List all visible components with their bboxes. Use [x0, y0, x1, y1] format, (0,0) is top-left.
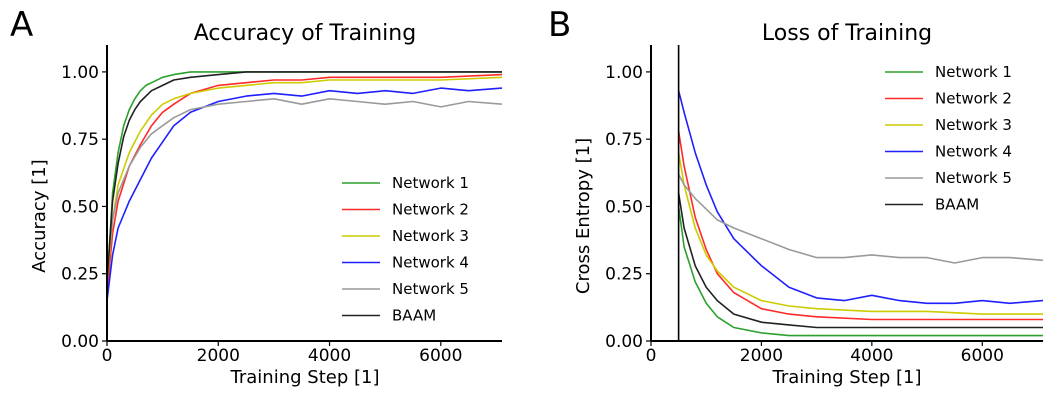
x-axis-label-loss: Training Step [1]: [772, 367, 922, 388]
y-tick-label-loss: 0.00: [605, 332, 643, 352]
loss-chart: Loss of Training Training Step [1] Cross…: [573, 21, 1044, 388]
series-line-loss-baam: [677, 192, 1043, 329]
legend-label-accuracy-network-4: Network 4: [392, 254, 469, 272]
x-tick-label-accuracy: 6000: [419, 346, 462, 366]
legend-label-accuracy-network-2: Network 2: [392, 201, 469, 219]
legend-label-loss-network-2: Network 2: [935, 90, 1012, 108]
series-line-loss-network-1: [677, 206, 1043, 337]
y-tick-label-accuracy: 0.75: [61, 130, 99, 150]
y-tick-label-accuracy: 0.25: [61, 265, 99, 285]
legend-label-accuracy-network-1: Network 1: [392, 174, 469, 192]
legend-label-loss-network-5: Network 5: [935, 169, 1012, 187]
y-tick-label-loss: 1.00: [605, 63, 643, 83]
series-line-accuracy-network-5: [106, 98, 503, 274]
legend-label-loss-baam: BAAM: [935, 196, 979, 214]
x-tick-label-accuracy: 2000: [197, 346, 240, 366]
y-tick-label-accuracy: 0.00: [61, 332, 99, 352]
y-axis-label-loss: Cross Entropy [1]: [573, 138, 594, 294]
series-line-loss-network-5: [677, 173, 1044, 264]
legend-accuracy: Network 1 Network 2 Network 3 Network 4 Netw…: [342, 174, 469, 325]
legend-label-loss-network-1: Network 1: [935, 63, 1012, 81]
y-tick-label-loss: 0.25: [605, 265, 643, 285]
legend-label-accuracy-network-5: Network 5: [392, 280, 469, 298]
x-tick-label-accuracy: 4000: [308, 346, 351, 366]
legend-label-accuracy-network-3: Network 3: [392, 227, 469, 245]
x-tick-label-loss: 2000: [740, 346, 783, 366]
chart-title-loss: Loss of Training: [762, 21, 932, 46]
y-tick-label-loss: 0.50: [605, 197, 643, 217]
y-axis-label-accuracy: Accuracy [1]: [29, 159, 50, 272]
x-tick-label-accuracy: 0: [102, 346, 113, 366]
x-tick-label-loss: 0: [646, 346, 657, 366]
series-line-loss-network-2: [677, 130, 1043, 321]
legend-loss: Network 1 Network 2 Network 3 Network 4 Netw…: [885, 63, 1012, 214]
x-axis-label-accuracy: Training Step [1]: [230, 367, 380, 388]
legend-label-accuracy-baam: BAAM: [392, 307, 436, 325]
series-line-loss-network-3: [677, 152, 1043, 315]
x-tick-label-loss: 6000: [961, 346, 1004, 366]
panel-letter-b: B: [548, 5, 571, 45]
series-line-accuracy-baam: [106, 71, 502, 282]
panel-letter-a: A: [10, 5, 33, 45]
series-line-accuracy-network-4: [106, 87, 503, 301]
y-tick-label-accuracy: 1.00: [61, 63, 99, 83]
series-line-loss-network-4: [677, 90, 1044, 305]
y-tick-label-loss: 0.75: [605, 130, 643, 150]
accuracy-chart: Accuracy of Training Training Step [1] A…: [29, 21, 503, 388]
legend-label-loss-network-3: Network 3: [935, 116, 1012, 134]
series-line-accuracy-network-3: [106, 76, 503, 282]
y-tick-label-accuracy: 0.50: [61, 197, 99, 217]
legend-label-loss-network-4: Network 4: [935, 143, 1012, 161]
chart-title-accuracy: Accuracy of Training: [194, 21, 416, 46]
x-tick-label-loss: 4000: [850, 346, 893, 366]
